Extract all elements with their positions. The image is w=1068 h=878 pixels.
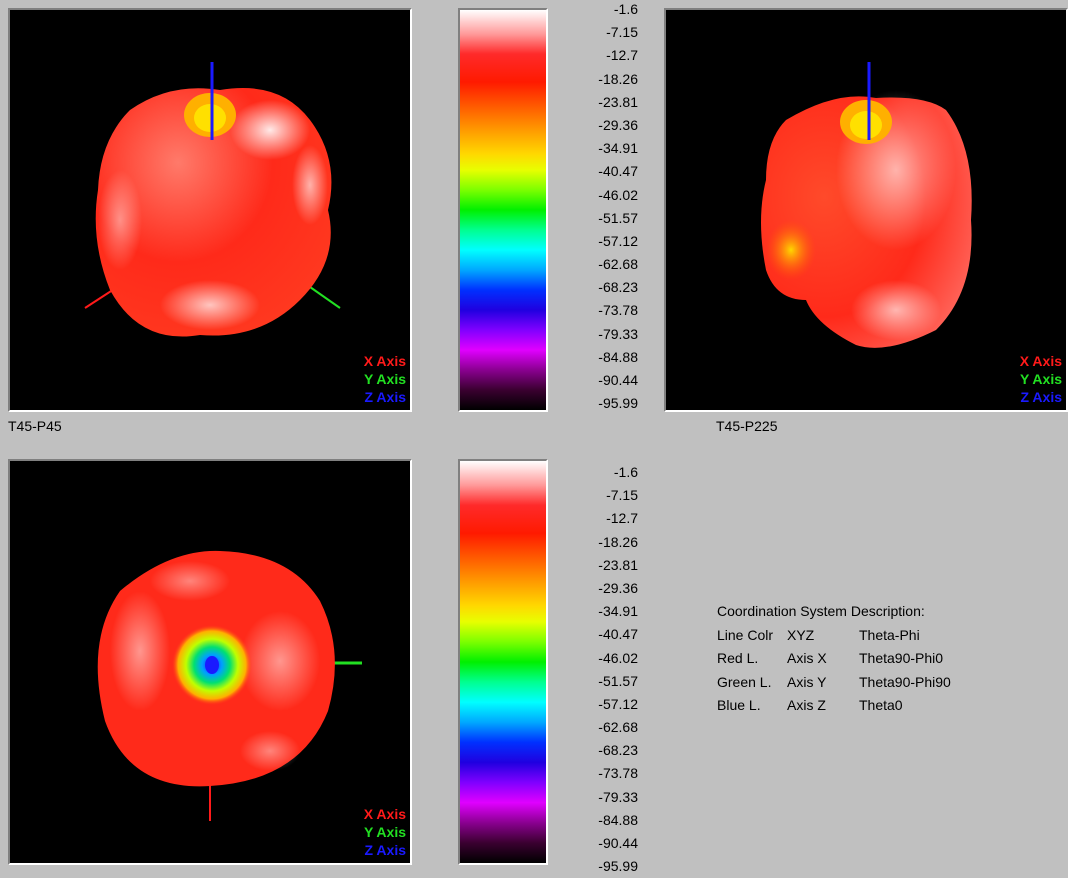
coord-cell: Theta0 bbox=[859, 697, 903, 713]
y-axis-label: Y Axis bbox=[1019, 371, 1062, 387]
view-t45-p225[interactable]: X Axis Y Axis Z Axis bbox=[664, 8, 1068, 412]
tick-label: -7.15 bbox=[606, 487, 638, 504]
tick-label: -34.91 bbox=[598, 140, 638, 157]
tick-label: -84.88 bbox=[598, 811, 638, 828]
tick-label: -46.02 bbox=[598, 649, 638, 666]
tick-label: -29.36 bbox=[598, 579, 638, 596]
tick-label: -90.44 bbox=[598, 372, 638, 388]
tick-label: -12.7 bbox=[606, 510, 638, 527]
coord-cell: Axis X bbox=[787, 650, 827, 666]
coord-cell: Axis Y bbox=[787, 673, 827, 690]
tick-label: -23.81 bbox=[598, 93, 638, 110]
z-axis-label: Z Axis bbox=[364, 842, 407, 858]
tick-label: -79.33 bbox=[598, 788, 638, 805]
coord-cell: Green L. bbox=[717, 673, 772, 690]
view-caption: T45-P225 bbox=[716, 418, 778, 434]
tick-label: -68.23 bbox=[598, 742, 638, 759]
tick-label: -40.47 bbox=[598, 626, 638, 643]
coordinate-system-description: Coordination System Description: Line Co… bbox=[717, 600, 951, 718]
y-axis-label: Y Axis bbox=[363, 824, 406, 840]
tick-label: -29.36 bbox=[598, 116, 638, 133]
tick-label: -18.26 bbox=[598, 70, 638, 87]
x-axis-label: X Axis bbox=[363, 806, 406, 822]
axis-legend: X Axis Y Axis Z Axis bbox=[1020, 352, 1062, 406]
tick-label: -62.68 bbox=[598, 719, 638, 736]
tick-label: -51.57 bbox=[598, 672, 638, 689]
coord-cell: Axis Z bbox=[787, 697, 826, 713]
colorbar-top-ticks: -1.6 -7.15 -12.7 -18.26 -23.81 -29.36 -3… bbox=[560, 0, 638, 415]
tick-label: -18.26 bbox=[598, 533, 638, 550]
coord-row: Line Colr XYZ Theta-Phi bbox=[717, 624, 951, 648]
coord-cell: Red L. bbox=[717, 650, 759, 666]
tick-label: -73.78 bbox=[598, 765, 638, 782]
coord-title: Coordination System Description: bbox=[717, 603, 925, 619]
tick-label: -68.23 bbox=[598, 279, 638, 296]
tick-label: -34.91 bbox=[598, 603, 638, 620]
tick-label: -84.88 bbox=[598, 348, 638, 365]
colorbar-top bbox=[458, 8, 548, 412]
tick-label: -62.68 bbox=[598, 256, 638, 273]
tick-label: -7.15 bbox=[606, 24, 638, 41]
coord-cell: Blue L. bbox=[717, 697, 761, 713]
tick-label: -95.99 bbox=[598, 858, 638, 875]
z-axis-label: Z Axis bbox=[364, 389, 407, 405]
colorbar-bottom-ticks: -1.6 -7.15 -12.7 -18.26 -23.81 -29.36 -3… bbox=[560, 461, 638, 878]
tick-label: -90.44 bbox=[598, 835, 638, 851]
axis-legend: X Axis Y Axis Z Axis bbox=[364, 352, 406, 406]
view-caption: T45-P45 bbox=[8, 418, 62, 434]
tick-label: -12.7 bbox=[606, 47, 638, 64]
tick-label: -57.12 bbox=[598, 695, 638, 712]
coord-row: Blue L. Axis Z Theta0 bbox=[717, 694, 951, 718]
coord-cell: Theta-Phi bbox=[859, 626, 920, 643]
radiation-pattern-3d bbox=[84, 62, 341, 337]
radiation-pattern-3d bbox=[97, 550, 362, 821]
coord-cell: Theta90-Phi90 bbox=[859, 673, 951, 690]
tick-label: -46.02 bbox=[598, 186, 638, 203]
tick-label: -1.6 bbox=[613, 1, 638, 17]
tick-label: -40.47 bbox=[598, 163, 638, 180]
tick-label: -95.99 bbox=[598, 395, 638, 412]
colorbar-bottom bbox=[458, 459, 548, 865]
tick-label: -79.33 bbox=[598, 325, 638, 342]
tick-label: -23.81 bbox=[598, 556, 638, 573]
radiation-pattern-3d bbox=[761, 62, 972, 348]
coord-row: Green L. Axis Y Theta90-Phi90 bbox=[717, 671, 951, 695]
x-axis-label: X Axis bbox=[1019, 353, 1062, 369]
x-axis-label: X Axis bbox=[363, 353, 406, 369]
tick-label: -73.78 bbox=[598, 302, 638, 319]
tick-label: -1.6 bbox=[613, 464, 638, 480]
coord-cell: Line Colr bbox=[717, 626, 774, 643]
tick-label: -57.12 bbox=[598, 232, 638, 249]
axis-legend: X Axis Y Axis Z Axis bbox=[364, 805, 406, 859]
view-t45-p45[interactable]: X Axis Y Axis Z Axis bbox=[8, 8, 412, 412]
view-top[interactable]: X Axis Y Axis Z Axis bbox=[8, 459, 412, 865]
coord-row: Red L. Axis X Theta90-Phi0 bbox=[717, 647, 951, 671]
z-axis-label: Z Axis bbox=[1020, 389, 1063, 405]
tick-label: -51.57 bbox=[598, 209, 638, 226]
coord-cell: Theta90-Phi0 bbox=[859, 650, 944, 666]
coord-cell: XYZ bbox=[787, 626, 815, 643]
y-axis-label: Y Axis bbox=[363, 371, 406, 387]
